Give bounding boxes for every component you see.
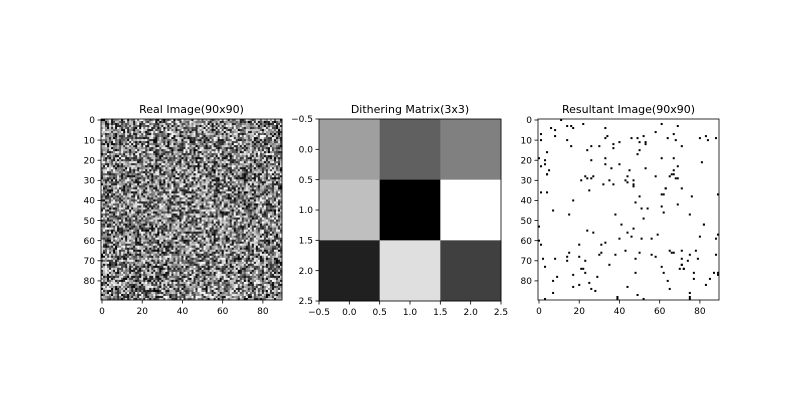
y-tick-label: 0 <box>526 116 532 126</box>
x-tick-label: 2.5 <box>494 308 508 318</box>
x-tick-label: 40 <box>614 307 626 317</box>
matrix-cell <box>440 179 502 241</box>
y-tick-label: 30 <box>84 177 96 187</box>
y-tick-label: 0 <box>89 116 95 126</box>
matrix-cell <box>440 119 502 181</box>
y-tick-label: 0.0 <box>299 146 314 156</box>
y-tick-label: 30 <box>521 177 533 187</box>
dithering-matrix-image <box>319 119 502 302</box>
y-tick-label: 70 <box>521 257 533 267</box>
y-tick-label: 2.0 <box>299 267 314 277</box>
x-tick-label: 0.0 <box>342 308 357 318</box>
real-image-axes: Real Image(90x90) 0 20 40 60 80 0 10 20 30 40 50 60… <box>84 103 283 317</box>
matrix-cell <box>319 240 381 302</box>
matrix-cell <box>319 119 381 181</box>
y-tick-label: 80 <box>84 277 96 287</box>
y-tick-label: 80 <box>521 277 533 287</box>
x-tick-label: 0 <box>99 307 105 317</box>
y-tick-label: 20 <box>521 156 533 166</box>
y-tick-label: 60 <box>521 237 533 247</box>
dithering-matrix-title: Dithering Matrix(3x3) <box>351 103 469 116</box>
x-tick-label: −0.5 <box>308 308 330 318</box>
y-tick-label: 1.0 <box>299 206 314 216</box>
real-image-title: Real Image(90x90) <box>139 103 244 116</box>
matrix-cell <box>319 179 381 241</box>
y-tick-label: 60 <box>84 237 96 247</box>
x-tick-label: 60 <box>654 307 666 317</box>
y-tick-label: 1.5 <box>299 237 313 247</box>
resultant-image-title: Resultant Image(90x90) <box>562 103 695 116</box>
resultant-image-image <box>538 119 719 300</box>
matrix-cell <box>440 240 502 302</box>
y-tick-label: 50 <box>521 217 533 227</box>
dithering-matrix-axes: Dithering Matrix(3x3) −0.5 0.0 0.5 1.0 1.5 2.… <box>291 103 508 318</box>
real-image-frame <box>100 118 283 301</box>
resultant-image-frame <box>537 118 720 301</box>
y-tick-label: 10 <box>521 136 533 146</box>
y-tick-label: 40 <box>84 197 96 207</box>
matrix-cell <box>379 179 441 241</box>
y-tick-label: 50 <box>84 217 96 227</box>
x-tick-label: 1.5 <box>433 308 447 318</box>
y-tick-label: 40 <box>521 197 533 207</box>
x-tick-label: 20 <box>574 307 586 317</box>
x-tick-label: 80 <box>694 307 706 317</box>
y-tick-label: 70 <box>84 257 96 267</box>
matrix-cell <box>379 119 441 181</box>
resultant-image-axes: Resultant Image(90x90) 0 20 40 60 80 0 10 20 30 4… <box>521 103 720 317</box>
x-tick-label: 20 <box>137 307 149 317</box>
x-tick-label: 60 <box>217 307 229 317</box>
matrix-cell <box>379 240 441 302</box>
x-tick-label: 40 <box>177 307 189 317</box>
x-tick-label: 2.0 <box>464 308 479 318</box>
y-tick-label: 20 <box>84 156 96 166</box>
y-tick-label: 2.5 <box>299 297 313 307</box>
real-image-image <box>101 119 283 301</box>
x-tick-label: 0.5 <box>373 308 387 318</box>
y-tick-label: −0.5 <box>291 115 313 125</box>
x-tick-label: 1.0 <box>403 308 418 318</box>
y-tick-label: 10 <box>84 136 96 146</box>
x-tick-label: 0 <box>536 307 542 317</box>
y-tick-label: 0.5 <box>299 176 313 186</box>
x-tick-label: 80 <box>257 307 269 317</box>
